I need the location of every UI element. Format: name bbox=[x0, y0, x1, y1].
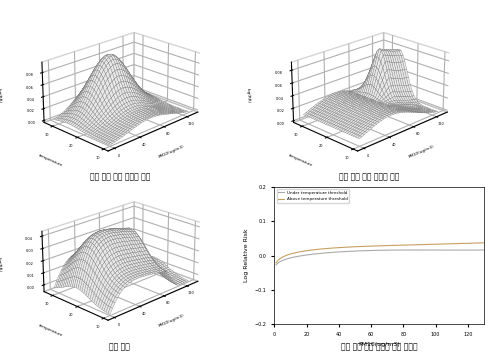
Above temperature threshold bbox=[462, 241, 468, 246]
Y-axis label: temperature: temperature bbox=[288, 154, 313, 168]
Text: 전체 범위: 전체 범위 bbox=[109, 342, 130, 351]
Under temperature threshold bbox=[396, 248, 402, 252]
Text: 기온 역치 수준 구분에 따른 관련성: 기온 역치 수준 구분에 따른 관련성 bbox=[341, 342, 418, 351]
Above temperature threshold bbox=[274, 260, 280, 264]
Under temperature threshold bbox=[397, 248, 403, 252]
X-axis label: PM10(ug/m3): PM10(ug/m3) bbox=[158, 314, 185, 328]
Above temperature threshold bbox=[397, 243, 403, 247]
Text: 기온 역치 수준 미만의 범위: 기온 역치 수준 미만의 범위 bbox=[339, 173, 399, 182]
Above temperature threshold bbox=[396, 243, 402, 247]
Above temperature threshold bbox=[448, 242, 454, 246]
Above temperature threshold bbox=[481, 240, 487, 245]
Under temperature threshold bbox=[274, 262, 280, 266]
Y-axis label: temperature: temperature bbox=[38, 154, 64, 168]
Under temperature threshold bbox=[273, 263, 279, 267]
X-axis label: PM10(ug/m3): PM10(ug/m3) bbox=[358, 342, 400, 347]
X-axis label: PM10(ug/m3): PM10(ug/m3) bbox=[158, 145, 185, 159]
Above temperature threshold bbox=[273, 261, 279, 265]
Line: Above temperature threshold: Above temperature threshold bbox=[276, 243, 484, 263]
Under temperature threshold bbox=[462, 248, 468, 252]
Y-axis label: temperature: temperature bbox=[38, 323, 64, 337]
Y-axis label: Log Relative Risk: Log Relative Risk bbox=[245, 229, 250, 282]
Under temperature threshold bbox=[411, 248, 417, 252]
Text: 기온 역치 수준 이상의 범위: 기온 역치 수준 이상의 범위 bbox=[90, 173, 150, 182]
Line: Under temperature threshold: Under temperature threshold bbox=[276, 250, 484, 265]
Under temperature threshold bbox=[400, 248, 406, 252]
X-axis label: PM10(ug/m3): PM10(ug/m3) bbox=[408, 145, 435, 159]
Under temperature threshold bbox=[481, 248, 487, 252]
Legend: Under temperature threshold, Above temperature threshold: Under temperature threshold, Above tempe… bbox=[276, 189, 349, 203]
Above temperature threshold bbox=[400, 243, 406, 247]
Under temperature threshold bbox=[449, 248, 455, 252]
